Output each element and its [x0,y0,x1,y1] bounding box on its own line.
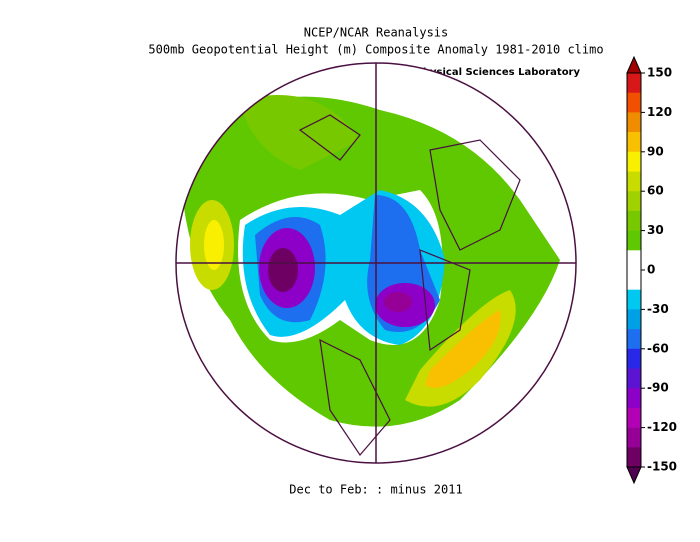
colorbar-tick-label: 0 [647,263,655,277]
colorbar-tick-label: 150 [647,66,672,80]
colorbar-over [626,55,642,74]
colorbar-segment [627,309,641,330]
colorbar-segment [627,151,641,172]
colorbar-tick-label: -30 [647,302,669,316]
colorbar-segment [627,368,641,389]
colorbar-segment [627,132,641,153]
colorbar-segment [627,73,641,93]
colorbar-segment [627,388,641,409]
colorbar-segment [627,447,641,468]
colorbar-under [626,466,642,485]
colorbar-segment [627,230,641,251]
colorbar-segment [627,171,641,192]
colorbar-segment [627,270,641,290]
colorbar-tick-label: 60 [647,184,664,198]
colorbar-tick-label: 90 [647,144,664,158]
title-line: 500mb Geopotential Height (m) Composite … [148,43,603,57]
colorbar-tick-label: -60 [647,341,669,355]
colorbar-segment [627,289,641,310]
colorbar-segment [627,427,641,448]
colorbar-tick-label: -150 [647,460,677,474]
colorbar-segment [627,250,641,271]
anomaly-map [176,63,576,463]
colorbar-segment [627,210,641,231]
colorbar-tick-label: -90 [647,381,669,395]
credit: NOAA Physical Sciences Laboratory [380,67,581,78]
colorbar-segment [627,92,641,113]
colorbar-tick-label: 120 [647,105,672,119]
colorbar-segment [627,191,641,212]
colorbar-tick-label: 30 [647,223,664,237]
colorbar-tick-label: -120 [647,420,677,434]
colorbar-segment [627,112,641,133]
colorbar-segment [627,348,641,369]
map-outline [175,62,577,464]
title-line: NCEP/NCAR Reanalysis [304,26,449,40]
colorbar-segment [627,407,641,428]
caption: Dec to Feb: : minus 2011 [289,483,462,497]
colorbar-segment [627,329,641,350]
colorbar: 150 120 90 60 30 0 -30 -60 -90 -120 -150 [626,55,677,485]
